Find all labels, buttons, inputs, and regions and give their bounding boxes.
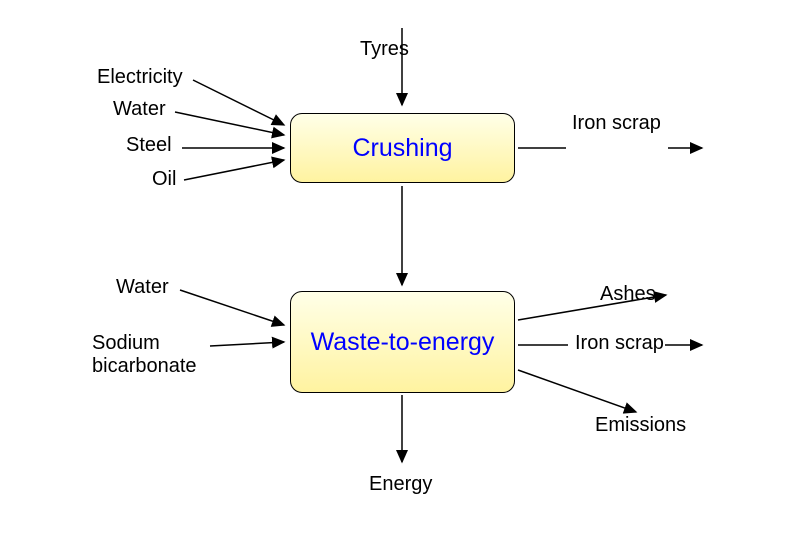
- edge-e-oil: [184, 160, 284, 180]
- node-label-wte: Waste-to-energy: [303, 327, 503, 357]
- node-wte: Waste-to-energy: [290, 291, 515, 393]
- flowchart: Crushing Waste-to-energy Tyres Electricity W…: [0, 0, 803, 552]
- label-text-ironscrap1: Iron scrap: [572, 112, 661, 134]
- label-tyres: Tyres: [360, 38, 409, 61]
- edge-e-water1: [175, 112, 284, 135]
- label-text-energy: Energy: [369, 473, 432, 495]
- label-energy: Energy: [369, 473, 432, 496]
- label-text-electricity: Electricity: [97, 66, 183, 88]
- label-sodium: Sodium bicarbonate: [92, 332, 197, 378]
- label-ironscrap2: Iron scrap: [575, 332, 664, 355]
- label-text-tyres: Tyres: [360, 38, 409, 60]
- label-text-emissions: Emissions: [595, 414, 686, 436]
- label-water1: Water: [113, 98, 166, 121]
- label-text-ashes: Ashes: [600, 283, 656, 305]
- label-electricity: Electricity: [97, 66, 183, 89]
- edge-e-water2: [180, 290, 284, 325]
- label-ironscrap1: Iron scrap: [572, 112, 661, 135]
- label-ashes: Ashes: [600, 283, 656, 306]
- label-steel: Steel: [126, 134, 172, 157]
- label-oil: Oil: [152, 168, 176, 191]
- label-text-sodium: Sodium bicarbonate: [92, 332, 197, 377]
- edge-e-sodium: [210, 342, 284, 346]
- label-text-oil: Oil: [152, 168, 176, 190]
- label-text-water2: Water: [116, 276, 169, 298]
- edge-e-elec: [193, 80, 284, 125]
- label-text-steel: Steel: [126, 134, 172, 156]
- label-water2: Water: [116, 276, 169, 299]
- edge-e-emis: [518, 370, 636, 412]
- label-emissions: Emissions: [595, 414, 686, 437]
- label-text-water1: Water: [113, 98, 166, 120]
- node-label-crushing: Crushing: [344, 133, 460, 163]
- node-crushing: Crushing: [290, 113, 515, 183]
- label-text-ironscrap2: Iron scrap: [575, 332, 664, 354]
